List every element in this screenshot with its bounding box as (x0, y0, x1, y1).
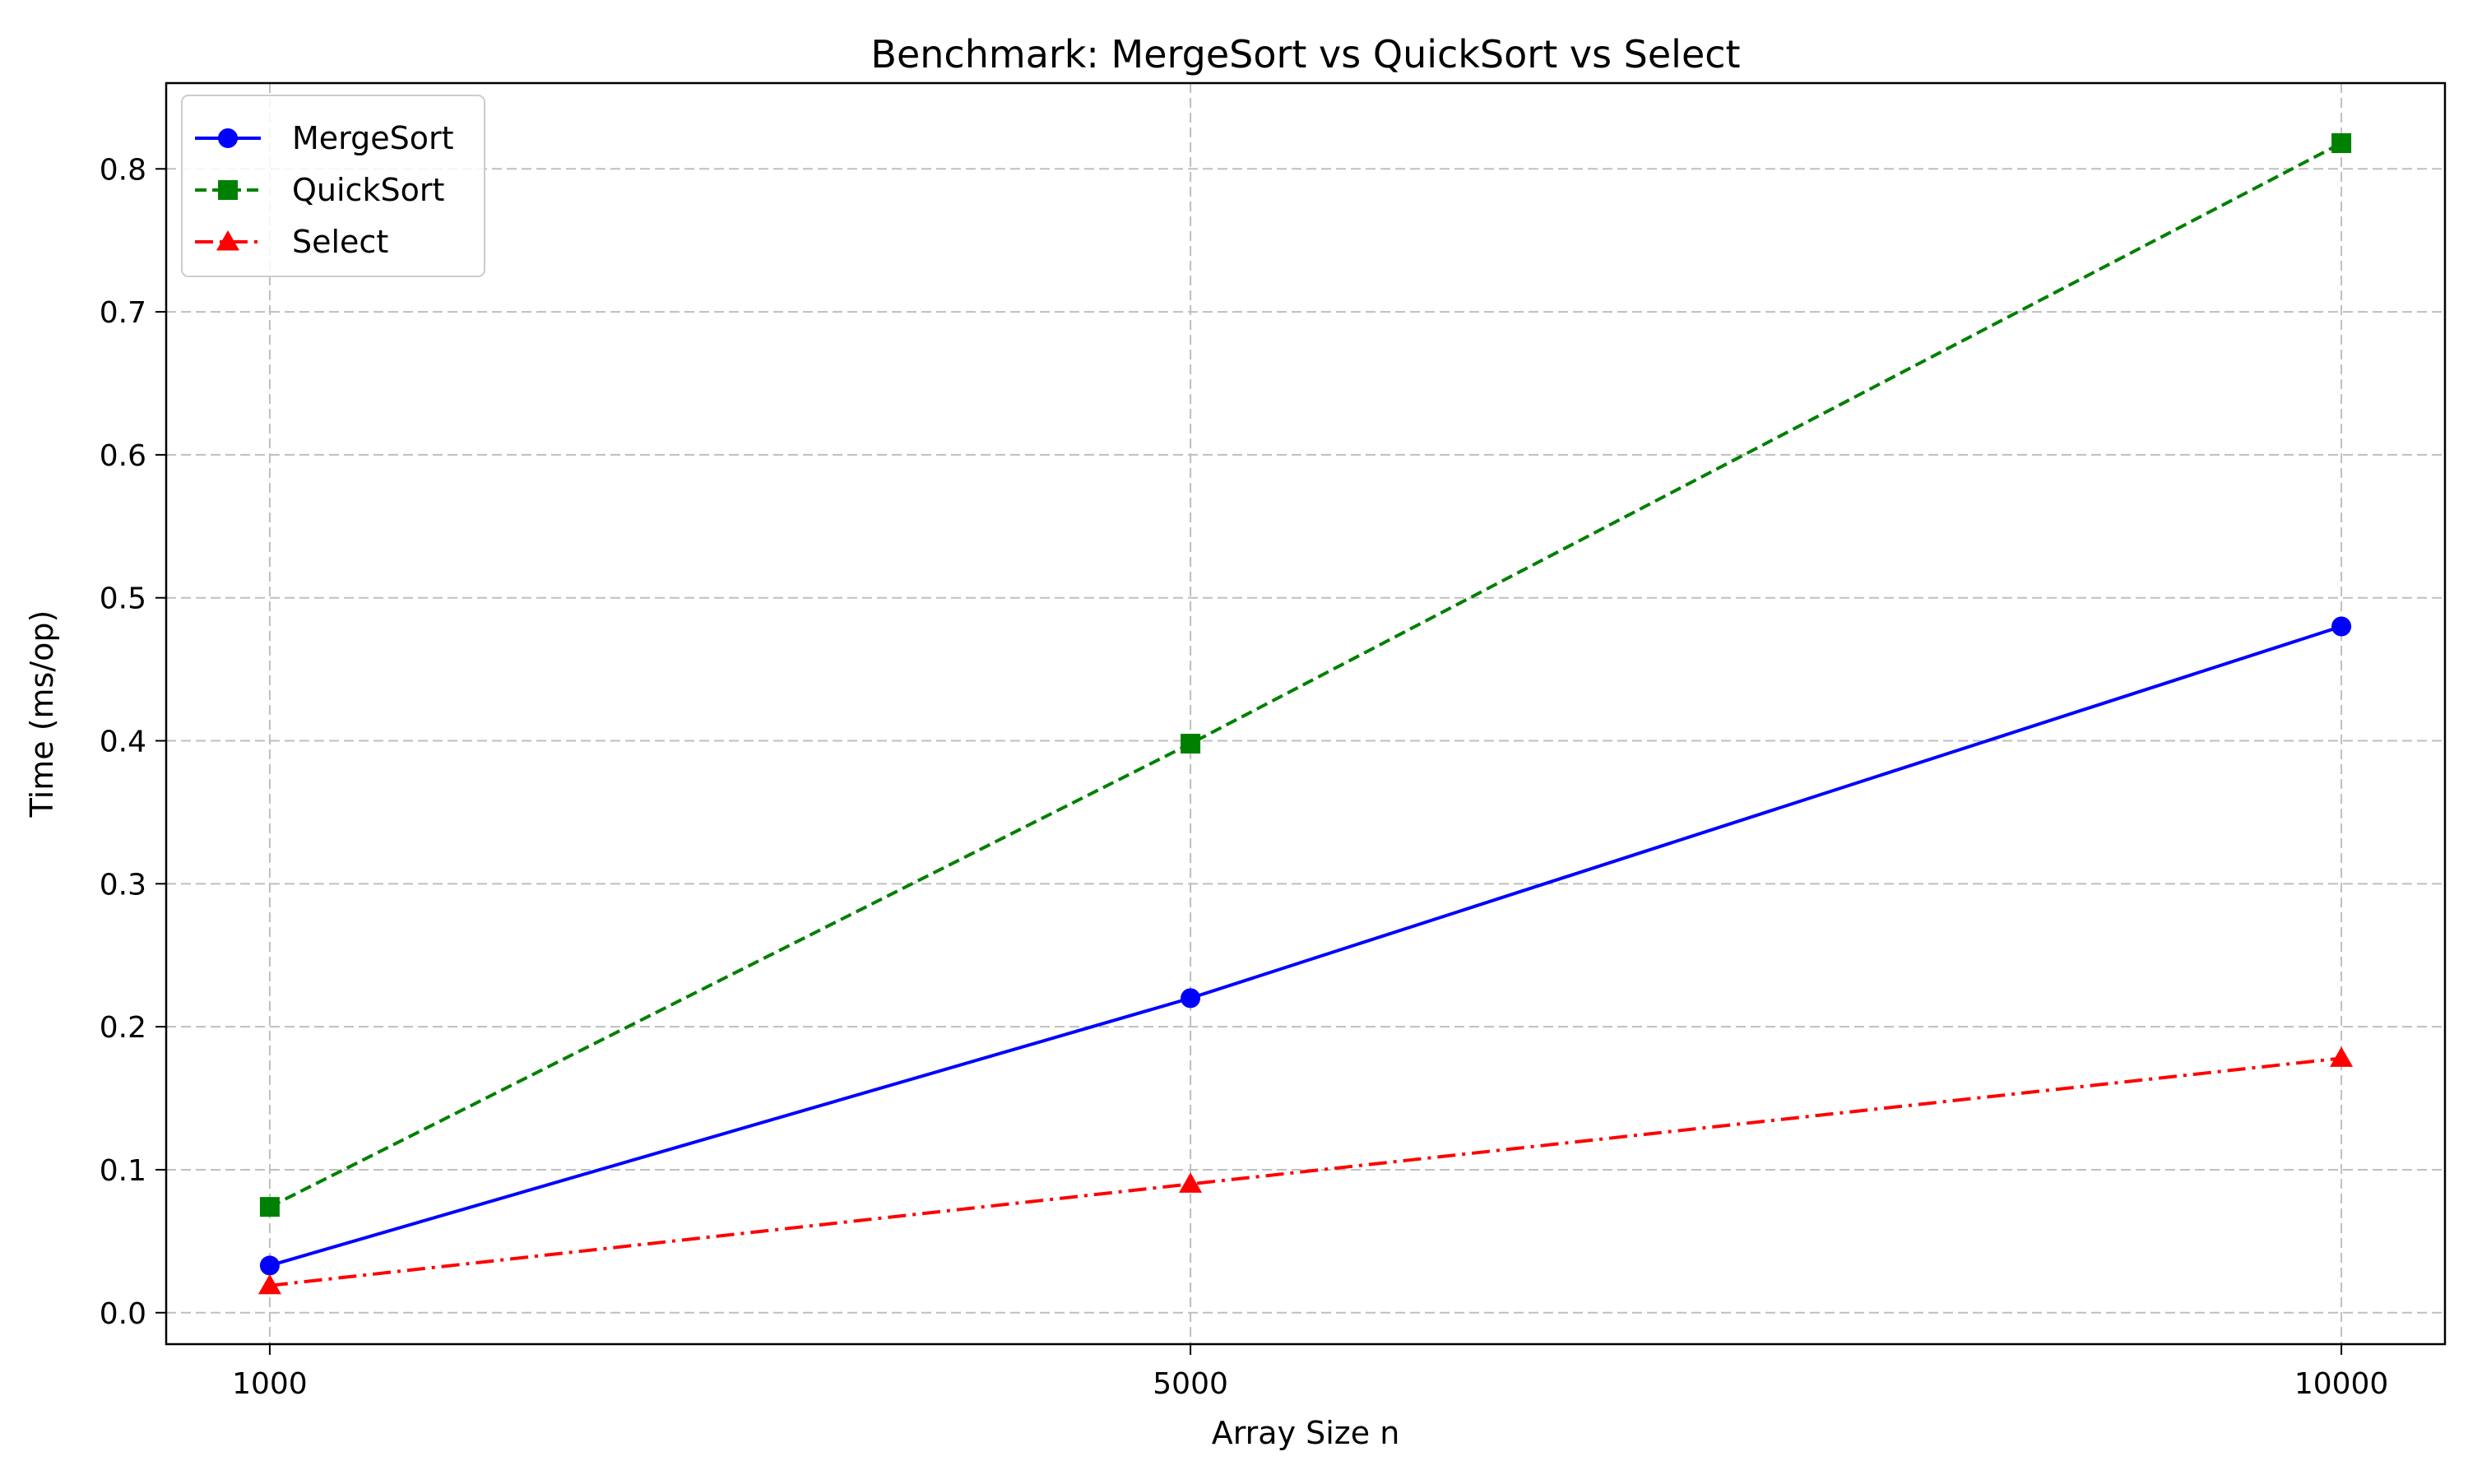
select-point (2330, 1046, 2354, 1067)
x-tick-label: 10000 (2294, 1367, 2389, 1401)
x-axis-label: Array Size n (1212, 1415, 1400, 1451)
x-tick-label: 5000 (1153, 1367, 1228, 1401)
legend-quicksort-marker (218, 180, 238, 200)
y-tick-label: 0.3 (100, 868, 146, 902)
mergesort-point (1181, 988, 1201, 1009)
quicksort-point (2331, 133, 2352, 153)
axis-ticks: 1000 5000 10000 0.0 0.1 0.2 0.3 0.4 0.5 0.6 0.7 0.8 (100, 153, 2389, 1401)
legend-select-label: Select (292, 224, 388, 260)
x-tick-label: 1000 (232, 1367, 308, 1401)
y-tick-label: 0.6 (100, 439, 146, 473)
y-tick-label: 0.5 (100, 582, 146, 616)
y-tick-label: 0.1 (100, 1154, 146, 1188)
quicksort-point (259, 1197, 280, 1217)
legend-mergesort-marker (218, 128, 238, 148)
plot-frame (165, 81, 2447, 1346)
y-tick-label: 0.4 (100, 726, 146, 759)
legend-select-marker (216, 230, 239, 251)
chart-title: Benchmark: MergeSort vs QuickSort vs Sel… (870, 32, 1740, 77)
grid-lines (166, 83, 2445, 1344)
y-tick-label: 0.7 (100, 296, 146, 330)
legend-box (181, 95, 485, 277)
y-tick-label: 0.8 (100, 153, 146, 187)
select-point (1179, 1172, 1203, 1193)
mergesort-point (2331, 616, 2352, 637)
quicksort-point (1181, 734, 1201, 754)
y-tick-label: 0.2 (100, 1011, 146, 1045)
data-markers (257, 133, 2354, 1295)
mergesort-point (259, 1255, 280, 1276)
y-axis-label: Time (ms/op) (24, 610, 60, 819)
y-tick-label: 0.0 (100, 1297, 146, 1331)
select-point (257, 1273, 281, 1295)
legend: MergeSort QuickSort Select (181, 95, 485, 277)
legend-quicksort-label: QuickSort (292, 172, 444, 208)
legend-mergesort-label: MergeSort (292, 120, 454, 156)
